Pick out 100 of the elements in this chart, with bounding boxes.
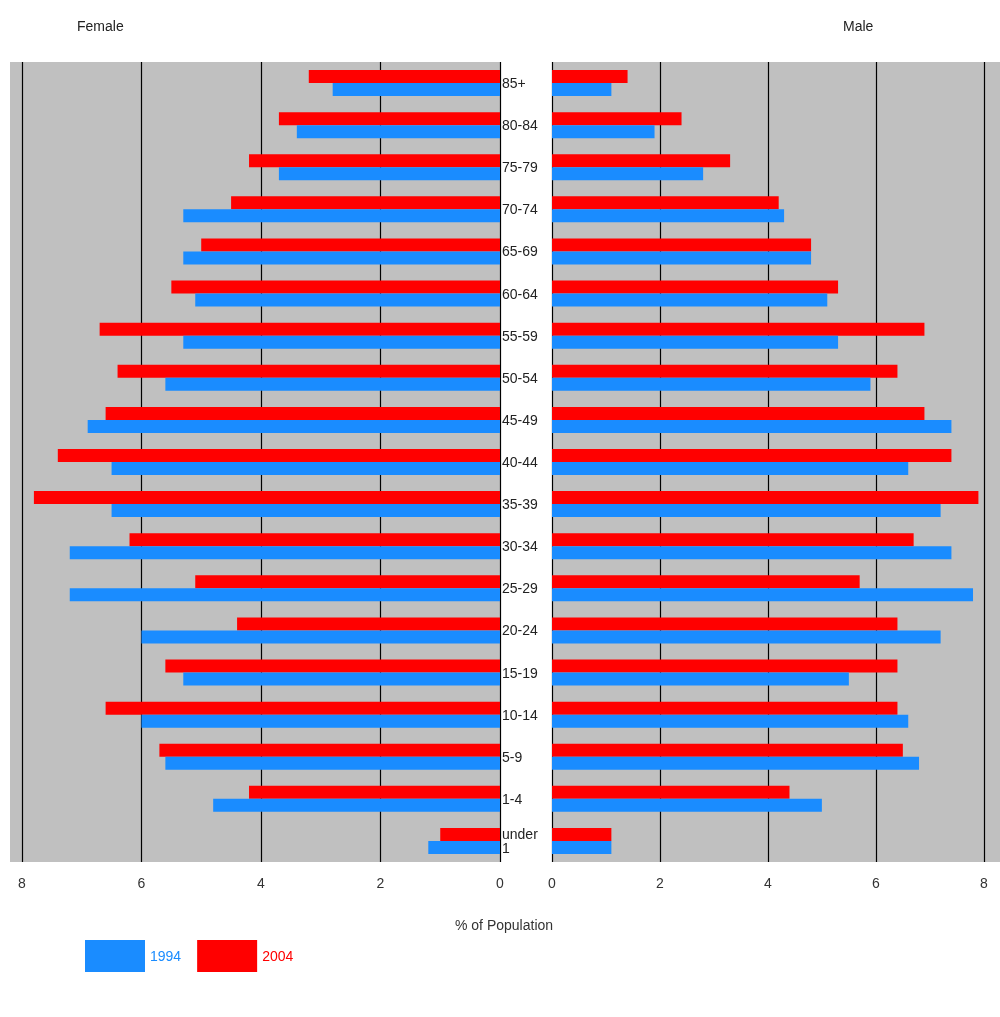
bar <box>552 546 952 560</box>
bar <box>552 743 903 757</box>
bar <box>69 588 500 602</box>
bar <box>552 491 979 505</box>
bar <box>552 238 812 252</box>
bar <box>552 630 941 644</box>
bar <box>428 840 500 854</box>
legend-label: 1994 <box>150 948 182 964</box>
bar <box>183 209 500 223</box>
bar <box>552 575 860 589</box>
x-tick-label: 6 <box>137 875 146 891</box>
bar <box>111 504 500 518</box>
bar <box>552 419 952 433</box>
y-tick-label: 65-69 <box>502 243 539 260</box>
bar <box>117 364 500 378</box>
y-tick-label: 80-84 <box>502 117 539 134</box>
bar <box>552 449 952 462</box>
bar <box>552 70 628 84</box>
bar <box>195 293 500 307</box>
bar <box>249 785 500 799</box>
bar <box>440 827 500 841</box>
x-tick-label: 4 <box>257 875 266 891</box>
bar <box>552 406 925 420</box>
bar <box>552 377 871 391</box>
bar <box>552 322 925 336</box>
x-tick-label: 4 <box>764 875 773 891</box>
y-tick-label: 1-4 <box>502 790 523 807</box>
bar <box>552 659 898 673</box>
bar <box>278 112 500 126</box>
bar <box>159 743 500 757</box>
y-tick-label: 35-39 <box>502 496 539 513</box>
legend-label: 2004 <box>262 948 294 964</box>
bar <box>552 154 731 168</box>
bar <box>165 377 500 391</box>
bar <box>141 630 500 644</box>
bar <box>183 251 500 265</box>
y-tick-label: 75-79 <box>502 159 539 176</box>
bar <box>165 659 500 673</box>
bar <box>249 154 500 168</box>
bar <box>552 83 612 97</box>
y-tick-label: 30-34 <box>502 538 539 555</box>
bar <box>552 756 920 770</box>
bar <box>99 322 500 336</box>
x-tick-label: 0 <box>548 875 557 891</box>
bar <box>296 125 500 139</box>
bar <box>201 238 500 252</box>
x-axis-title: % of Population <box>455 917 554 933</box>
bar <box>183 672 500 686</box>
y-tick-label: 55-59 <box>502 327 539 344</box>
bar <box>552 617 898 631</box>
bar <box>57 449 500 462</box>
bar <box>552 209 785 223</box>
bar <box>552 125 655 139</box>
x-tick-label: 8 <box>979 875 988 891</box>
bar <box>552 196 779 210</box>
bar <box>552 785 790 799</box>
bar <box>552 701 898 715</box>
y-tick-label: 25-29 <box>502 580 539 597</box>
y-tick-label: 10-14 <box>502 706 539 723</box>
chart-title: Male <box>843 18 874 34</box>
bar <box>213 798 500 812</box>
x-tick-label: 2 <box>656 875 665 891</box>
bar <box>552 504 941 518</box>
bar <box>278 167 500 181</box>
bar <box>87 419 500 433</box>
chart-title: Female <box>77 18 124 34</box>
bar <box>195 575 500 589</box>
bar <box>552 827 612 841</box>
y-tick-label: 60-64 <box>502 285 539 302</box>
bar <box>237 617 500 631</box>
bar <box>332 83 500 97</box>
bar <box>552 335 839 349</box>
y-tick-label: 70-74 <box>502 201 539 218</box>
x-tick-label: 8 <box>18 875 27 891</box>
bar <box>33 491 500 505</box>
y-tick-label: 45-49 <box>502 411 539 428</box>
y-tick-label: 40-44 <box>502 454 539 470</box>
x-tick-label: 0 <box>496 875 505 891</box>
bar <box>105 406 500 420</box>
y-tick-label: 85+ <box>502 75 526 92</box>
bar <box>105 701 500 715</box>
bar <box>552 112 682 126</box>
bar <box>171 280 500 294</box>
bar <box>308 70 500 84</box>
y-tick-label: under 1 <box>502 825 542 856</box>
bar <box>165 756 500 770</box>
bar <box>552 251 812 265</box>
bar <box>552 798 822 812</box>
bar <box>231 196 500 210</box>
y-tick-label: 5-9 <box>502 748 523 765</box>
bar <box>69 546 500 560</box>
y-tick-label: 15-19 <box>502 664 539 681</box>
bar <box>552 364 898 378</box>
x-tick-label: 2 <box>376 875 385 891</box>
bar <box>552 533 914 547</box>
bar <box>129 533 500 547</box>
bar <box>552 462 909 475</box>
bar <box>552 280 839 294</box>
bar <box>552 714 909 728</box>
bar <box>141 714 500 728</box>
